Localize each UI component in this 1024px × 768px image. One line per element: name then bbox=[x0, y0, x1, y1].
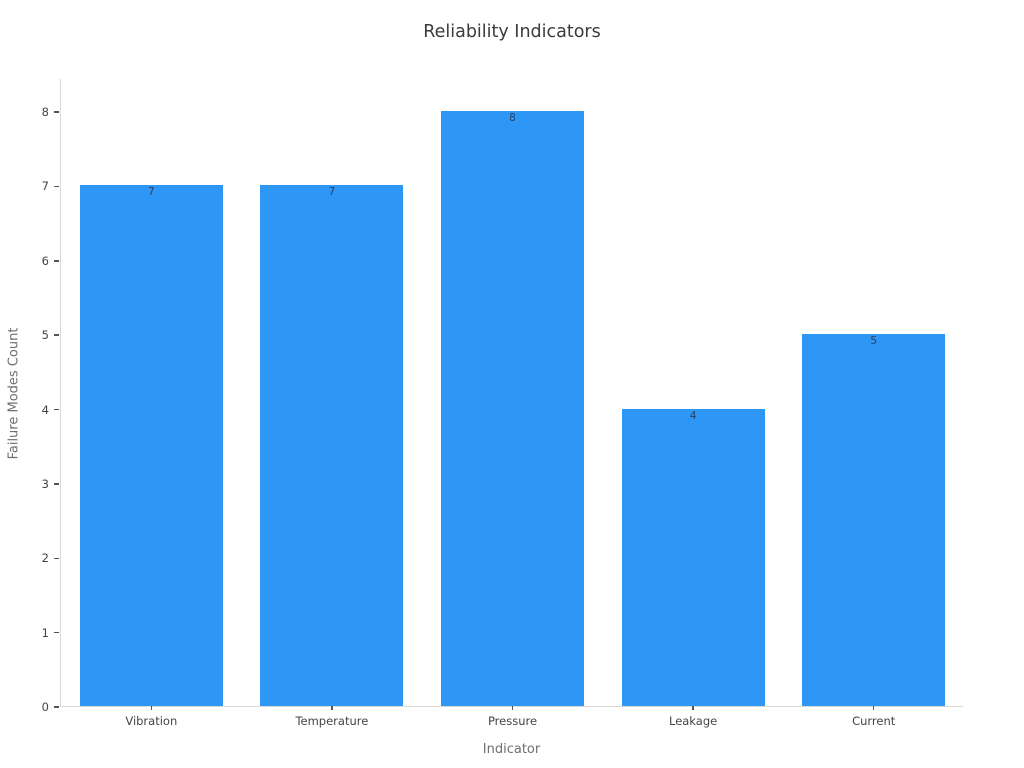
y-tick-label: 3 bbox=[41, 476, 49, 491]
y-tick-mark bbox=[54, 408, 59, 411]
y-tick-mark bbox=[54, 557, 59, 559]
x-category-label: Temperature bbox=[295, 714, 369, 728]
x-category-label: Current bbox=[852, 714, 896, 728]
bar-value-label: 7 bbox=[147, 186, 155, 199]
y-tick-label: 4 bbox=[41, 402, 49, 417]
bar-vibration: 7 bbox=[79, 185, 223, 706]
y-tick-mark bbox=[54, 631, 59, 634]
x-tick-mark bbox=[692, 706, 694, 710]
bar-temperature: 7 bbox=[260, 185, 404, 706]
bar-current: 5 bbox=[802, 334, 946, 706]
bar-value-label: 5 bbox=[870, 335, 878, 348]
y-tick-mark bbox=[54, 260, 59, 262]
y-tick-mark bbox=[54, 483, 59, 485]
bar-value-label: 4 bbox=[689, 409, 697, 422]
y-tick-label: 0 bbox=[41, 700, 49, 714]
x-tick-mark bbox=[150, 706, 153, 710]
x-axis-title: Indicator bbox=[482, 742, 541, 757]
x-tick-mark bbox=[872, 706, 875, 710]
chart-title: Reliability Indicators bbox=[423, 22, 601, 42]
bar-value-label: 7 bbox=[328, 186, 336, 199]
x-category-label: Pressure bbox=[487, 714, 538, 728]
y-tick-label: 7 bbox=[41, 179, 49, 194]
x-category-label: Vibration bbox=[125, 714, 178, 728]
y-tick-label: 6 bbox=[41, 253, 49, 268]
y-tick-label: 2 bbox=[41, 551, 49, 566]
x-category-label: Leakage bbox=[668, 714, 718, 728]
bar-value-label: 8 bbox=[509, 112, 516, 124]
plot-area: 0 1 2 3 4 5 6 7 8 7 Vibration 7 Temperature 8 Pressure… bbox=[42, 79, 963, 728]
y-tick-label: 1 bbox=[41, 625, 49, 640]
y-tick-mark bbox=[54, 706, 59, 708]
y-axis-title: Failure Modes Count bbox=[6, 327, 22, 460]
x-tick-mark bbox=[511, 706, 514, 710]
bar-leakage: 4 bbox=[621, 408, 765, 706]
x-tick-mark bbox=[331, 706, 333, 710]
y-tick-mark bbox=[54, 334, 59, 336]
y-tick-mark bbox=[54, 185, 59, 188]
y-tick-label: 5 bbox=[41, 328, 49, 343]
bar-pressure: 8 bbox=[441, 111, 584, 706]
y-tick-mark bbox=[54, 111, 59, 113]
y-tick-label: 8 bbox=[41, 105, 49, 119]
